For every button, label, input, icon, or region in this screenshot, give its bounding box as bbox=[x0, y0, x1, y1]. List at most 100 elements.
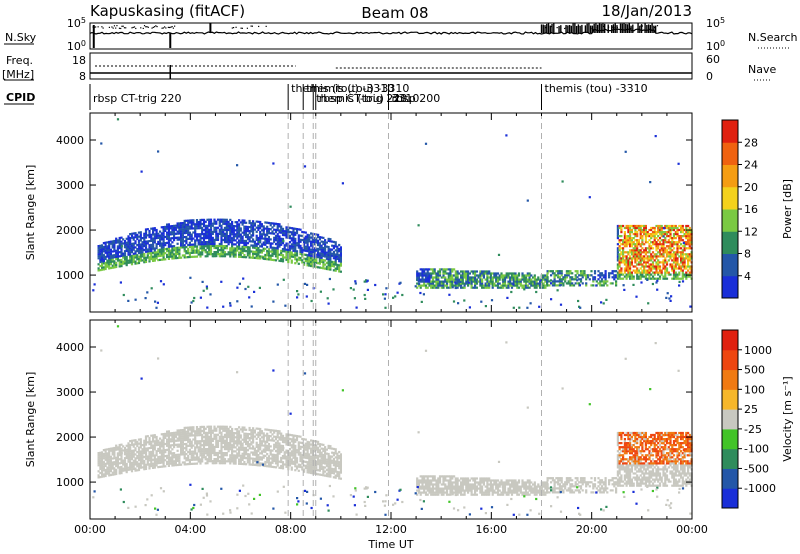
echo-cell bbox=[243, 432, 246, 435]
echo-cell bbox=[192, 255, 195, 258]
echo-cell bbox=[190, 450, 193, 453]
echo-cell bbox=[206, 450, 209, 453]
echo-cell bbox=[108, 466, 111, 469]
echo-cell bbox=[639, 259, 642, 262]
echo-cell bbox=[278, 239, 281, 242]
echo-cell bbox=[213, 447, 216, 451]
echo-cell bbox=[238, 458, 241, 461]
echo-cell bbox=[166, 442, 169, 445]
nsearch-dot bbox=[97, 26, 99, 28]
echo-cell bbox=[243, 450, 246, 453]
echo-cell bbox=[274, 253, 278, 256]
nsearch-dot bbox=[240, 27, 242, 29]
nsearch-dot bbox=[162, 27, 164, 29]
echo-cell bbox=[623, 271, 626, 274]
echo-cell bbox=[246, 457, 249, 460]
echo-cell bbox=[449, 286, 452, 289]
echo-cell bbox=[252, 234, 255, 237]
echo-cell bbox=[209, 452, 213, 455]
echo-cell bbox=[225, 435, 228, 438]
echo-cell bbox=[187, 428, 190, 431]
echo-cell bbox=[329, 254, 332, 257]
echo-cell bbox=[660, 255, 663, 258]
echo-cell bbox=[569, 270, 572, 273]
echo-cell bbox=[318, 244, 321, 247]
echo-cell bbox=[106, 468, 109, 471]
echo-cell bbox=[122, 293, 125, 297]
echo-cell bbox=[456, 276, 459, 279]
echo-cell bbox=[266, 237, 269, 241]
echo-cell bbox=[108, 265, 111, 268]
echo-cell bbox=[137, 446, 141, 449]
echo-cell bbox=[173, 437, 176, 441]
echo-cell bbox=[491, 278, 494, 281]
echo-cell bbox=[201, 245, 204, 248]
echo-cell bbox=[451, 278, 454, 281]
echo-cell bbox=[632, 249, 635, 252]
echo-cell bbox=[236, 440, 239, 443]
echo-cell bbox=[625, 259, 628, 262]
echo-cell bbox=[229, 253, 232, 256]
echo-cell bbox=[535, 286, 538, 289]
echo-cell bbox=[662, 261, 665, 264]
echo-cell bbox=[558, 278, 561, 281]
echo-cell bbox=[183, 256, 186, 259]
echo-cell bbox=[190, 221, 193, 224]
echo-cell bbox=[496, 272, 500, 275]
echo-cell bbox=[150, 251, 153, 255]
echo-cell bbox=[672, 237, 676, 240]
echo-cell bbox=[627, 239, 630, 242]
echo-cell bbox=[231, 243, 234, 246]
echo-cell bbox=[125, 260, 128, 263]
echo-cell bbox=[173, 224, 176, 227]
echo-cell bbox=[197, 223, 200, 226]
echo-cell bbox=[324, 247, 327, 250]
echo-cell bbox=[627, 269, 630, 272]
echo-cell bbox=[644, 241, 647, 244]
echo-cell bbox=[148, 229, 151, 233]
echo-cell bbox=[159, 459, 162, 462]
echo-cell bbox=[564, 274, 567, 277]
echo-cell bbox=[223, 251, 227, 254]
echo-cell bbox=[252, 437, 255, 440]
echo-cell bbox=[672, 269, 676, 272]
nsky-tick-right-low: 100 bbox=[706, 39, 725, 53]
echo-cell bbox=[269, 431, 272, 434]
echo-cell bbox=[264, 255, 267, 259]
echo-cell bbox=[304, 241, 307, 244]
echo-cell bbox=[116, 466, 119, 469]
echo-cell bbox=[169, 231, 172, 234]
freq-tick-low: 8 bbox=[79, 70, 86, 83]
echo-cell bbox=[507, 282, 510, 285]
echo-cell bbox=[639, 261, 642, 264]
echo-cell bbox=[120, 465, 123, 469]
echo-cell bbox=[190, 442, 193, 445]
echo-cell bbox=[236, 452, 239, 455]
echo-cell bbox=[548, 280, 551, 283]
echo-cell bbox=[290, 253, 293, 256]
echo-cell bbox=[144, 463, 148, 466]
echo-cell bbox=[202, 235, 206, 238]
echo-cell bbox=[236, 286, 239, 289]
echo-cell bbox=[332, 253, 335, 256]
echo-cell bbox=[650, 277, 653, 280]
echo-cell bbox=[241, 255, 244, 259]
echo-cell bbox=[143, 455, 146, 459]
echo-cell bbox=[231, 253, 234, 256]
echo-cell bbox=[269, 244, 272, 247]
echo-cell bbox=[234, 221, 237, 224]
echo-cell bbox=[331, 240, 334, 243]
echo-cell bbox=[257, 238, 260, 242]
echo-cell bbox=[266, 457, 269, 460]
echo-cell bbox=[197, 448, 200, 451]
echo-cell bbox=[169, 233, 172, 236]
echo-cell bbox=[162, 445, 165, 448]
echo-cell bbox=[150, 460, 153, 464]
echo-cell bbox=[220, 253, 223, 256]
echo-cell bbox=[555, 284, 558, 287]
echo-cell bbox=[593, 270, 597, 273]
echo-cell bbox=[187, 243, 190, 247]
echo-cell bbox=[169, 440, 172, 443]
echo-cell bbox=[632, 265, 635, 268]
echo-cell bbox=[500, 286, 503, 289]
